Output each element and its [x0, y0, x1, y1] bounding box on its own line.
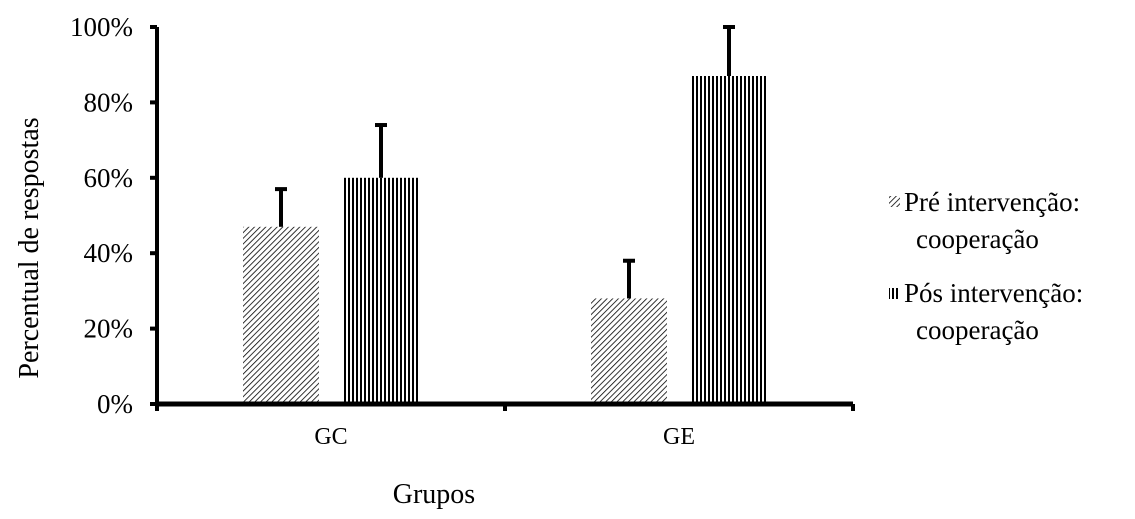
error-bar-ge-series-1 — [623, 258, 635, 299]
error-bar-ge-series-2 — [723, 25, 735, 77]
legend-swatch-pre — [889, 196, 900, 207]
y-tick-label: 20% — [84, 314, 134, 344]
error-bars-layer — [275, 25, 735, 299]
bar-ge-series-1 — [591, 298, 667, 404]
bar-gc-series-2 — [343, 177, 419, 404]
bars-layer — [243, 76, 767, 404]
y-axis-title: Percentual de respostas — [14, 117, 45, 378]
y-ticks: 0% 20% 40% 60% 80% 100% — [70, 12, 157, 419]
y-tick-label: 0% — [97, 389, 133, 419]
legend-label-pos-line1: Pós intervenção: — [904, 278, 1083, 308]
bar-ge-series-2 — [691, 76, 767, 404]
legend-label-pre-line2: cooperação — [916, 224, 1039, 254]
y-tick-label: 40% — [84, 238, 134, 268]
y-tick-label: 60% — [84, 163, 134, 193]
legend-swatch-pos — [889, 288, 900, 299]
error-bar-gc-series-1 — [275, 187, 287, 227]
x-ticks: GC GE — [155, 404, 855, 450]
y-tick-label: 80% — [84, 87, 134, 117]
legend-label-pos-line2: cooperação — [916, 315, 1039, 345]
bar-gc-series-1 — [243, 226, 319, 404]
x-tick-label-gc: GC — [314, 424, 347, 450]
y-tick-label: 100% — [70, 12, 133, 42]
error-bar-gc-series-2 — [375, 123, 387, 178]
legend: Pré intervenção: cooperação Pós interven… — [889, 187, 1083, 345]
x-tick-label-ge: GE — [663, 424, 695, 450]
legend-label-pre-line1: Pré intervenção: — [904, 187, 1080, 217]
x-axis-title: Grupos — [393, 479, 475, 510]
